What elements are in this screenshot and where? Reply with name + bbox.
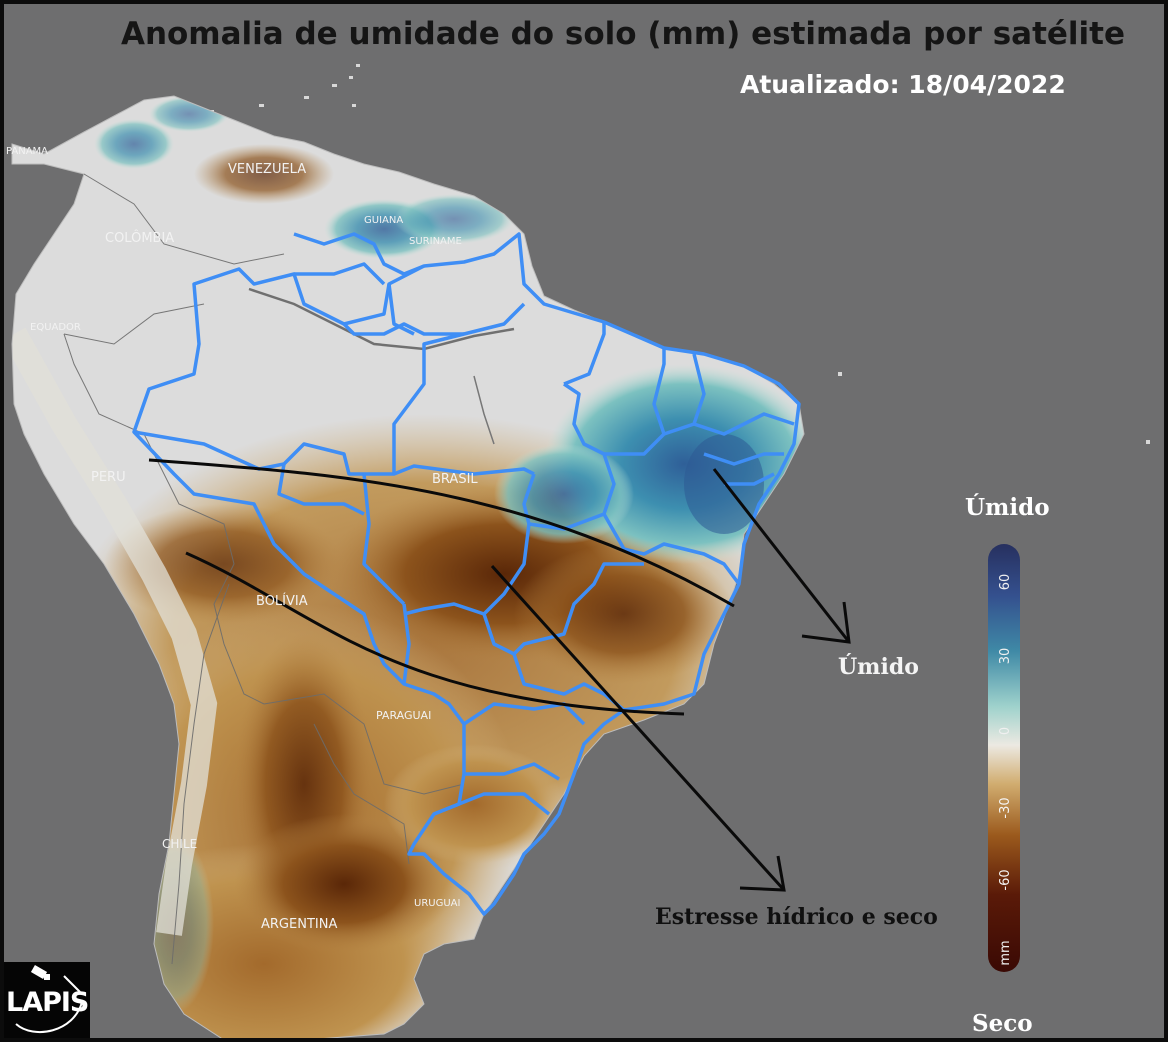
lower-band-curve xyxy=(185,551,685,716)
legend-tick-1: 30 xyxy=(998,648,1013,665)
color-legend: 60 30 0 -30 -60 mm xyxy=(988,544,1020,972)
label-equador: EQUADOR xyxy=(30,322,81,333)
label-guiana: GUIANA xyxy=(364,215,404,226)
country-borders xyxy=(63,173,465,965)
update-date: Atualizado: 18/04/2022 xyxy=(740,70,1066,99)
legend-tick-4: -60 xyxy=(998,869,1013,890)
annotation-curves xyxy=(148,458,851,892)
legend-colorbar xyxy=(988,544,1020,972)
wet-arrowhead xyxy=(801,601,851,644)
label-uruguai: URUGUAI xyxy=(414,898,461,909)
label-bolivia: BOLÍVIA xyxy=(256,594,308,609)
label-venezuela: VENEZUELA xyxy=(228,162,307,177)
label-peru: PERU xyxy=(91,470,126,485)
logo-text: LAPIS xyxy=(6,987,89,1018)
map-title: Anomalia de umidade do solo (mm) estimad… xyxy=(120,16,1126,52)
lapis-logo: LAPIS xyxy=(4,962,90,1038)
label-argentina: ARGENTINA xyxy=(261,917,338,932)
legend-top-label: Úmido xyxy=(965,494,1050,521)
wet-annotation: Úmido xyxy=(838,654,919,680)
wet-arrow-line xyxy=(712,468,851,643)
label-brasil: BRASIL xyxy=(432,472,478,487)
label-colombia: COLÔMBIA xyxy=(105,231,175,246)
legend-tick-0: 60 xyxy=(998,574,1013,591)
label-suriname: SURINAME xyxy=(409,236,462,247)
dry-annotation: Estresse hídrico e seco xyxy=(655,904,938,930)
dry-arrow-line xyxy=(490,564,786,892)
label-paraguai: PARAGUAI xyxy=(376,709,432,722)
legend-tick-3: -30 xyxy=(998,797,1013,818)
upper-band-curve xyxy=(148,458,735,608)
label-panama: PANAMA xyxy=(6,146,49,157)
label-chile: CHILE xyxy=(162,837,198,851)
satellite-icon xyxy=(15,965,83,1033)
soil-moisture-map xyxy=(4,4,1164,1038)
country-label-layer: PANAMA VENEZUELA GUIANA SURINAME COLÔMBI… xyxy=(4,4,1164,1038)
legend-tick-2: 0 xyxy=(998,727,1013,735)
dry-arrowhead xyxy=(739,855,786,892)
legend-bottom-label: Seco xyxy=(972,1010,1033,1037)
legend-unit: mm xyxy=(998,940,1013,965)
